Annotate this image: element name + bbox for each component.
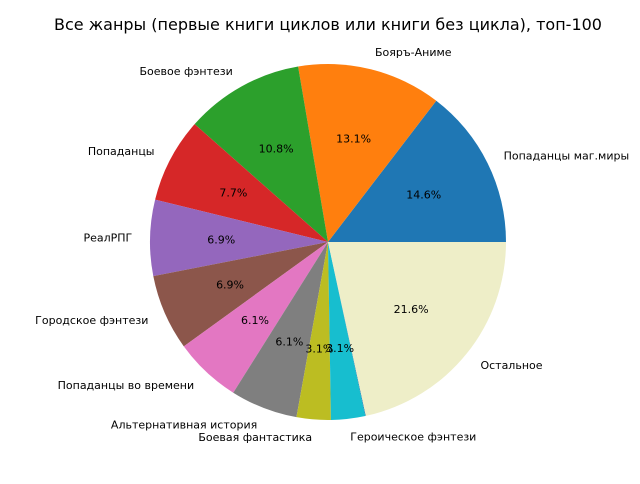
slice-label-5: Городское фэнтези [35, 314, 148, 327]
pie-slice-7 [233, 242, 328, 418]
slice-percent-label-5: 6.9% [216, 279, 244, 292]
pie-slice-11 [328, 242, 506, 416]
slice-label-1: Бояръ-Аниме [375, 46, 452, 59]
pie-slice-3 [155, 124, 328, 242]
slice-percent-label-3: 7.7% [219, 186, 247, 199]
slice-percent-label-7: 6.1% [275, 336, 303, 349]
slice-label-6: Попаданцы во времени [58, 379, 195, 392]
slice-percent-label-9: 3.1% [326, 342, 354, 355]
slice-percent-label-1: 13.1% [336, 132, 371, 145]
pie-slice-8 [296, 242, 331, 420]
pie-slice-2 [194, 66, 328, 242]
pie-slice-0 [328, 100, 506, 242]
slice-label-7: Альтернативная история [111, 419, 257, 432]
slice-percent-label-11: 21.6% [394, 303, 429, 316]
pie-slice-10 [328, 242, 366, 417]
slice-label-8: Боевая фантастика [198, 431, 312, 444]
slice-label-0: Попаданцы маг.миры [504, 149, 630, 162]
slice-label-11: Остальное [480, 359, 542, 372]
pie-slice-5 [153, 242, 328, 347]
chart-title: Все жанры (первые книги циклов или книги… [54, 15, 602, 34]
slice-label-9: Героическое фэнтези [350, 431, 476, 444]
slice-percent-label-2: 10.8% [259, 143, 294, 156]
pie-slice-6 [183, 242, 328, 393]
pie-slice-4 [150, 199, 328, 277]
pie-slice-9 [328, 242, 366, 420]
slice-percent-label-4: 6.9% [207, 233, 235, 246]
pie-slice-1 [298, 64, 437, 243]
slice-label-4: РеалРПГ [83, 231, 132, 244]
slice-percent-label-8: 3.1% [305, 342, 333, 355]
slice-label-2: Боевое фэнтези [139, 65, 232, 78]
slice-percent-label-0: 14.6% [406, 189, 441, 202]
slice-percent-label-6: 6.1% [241, 314, 269, 327]
slice-label-3: Попаданцы [88, 145, 155, 158]
